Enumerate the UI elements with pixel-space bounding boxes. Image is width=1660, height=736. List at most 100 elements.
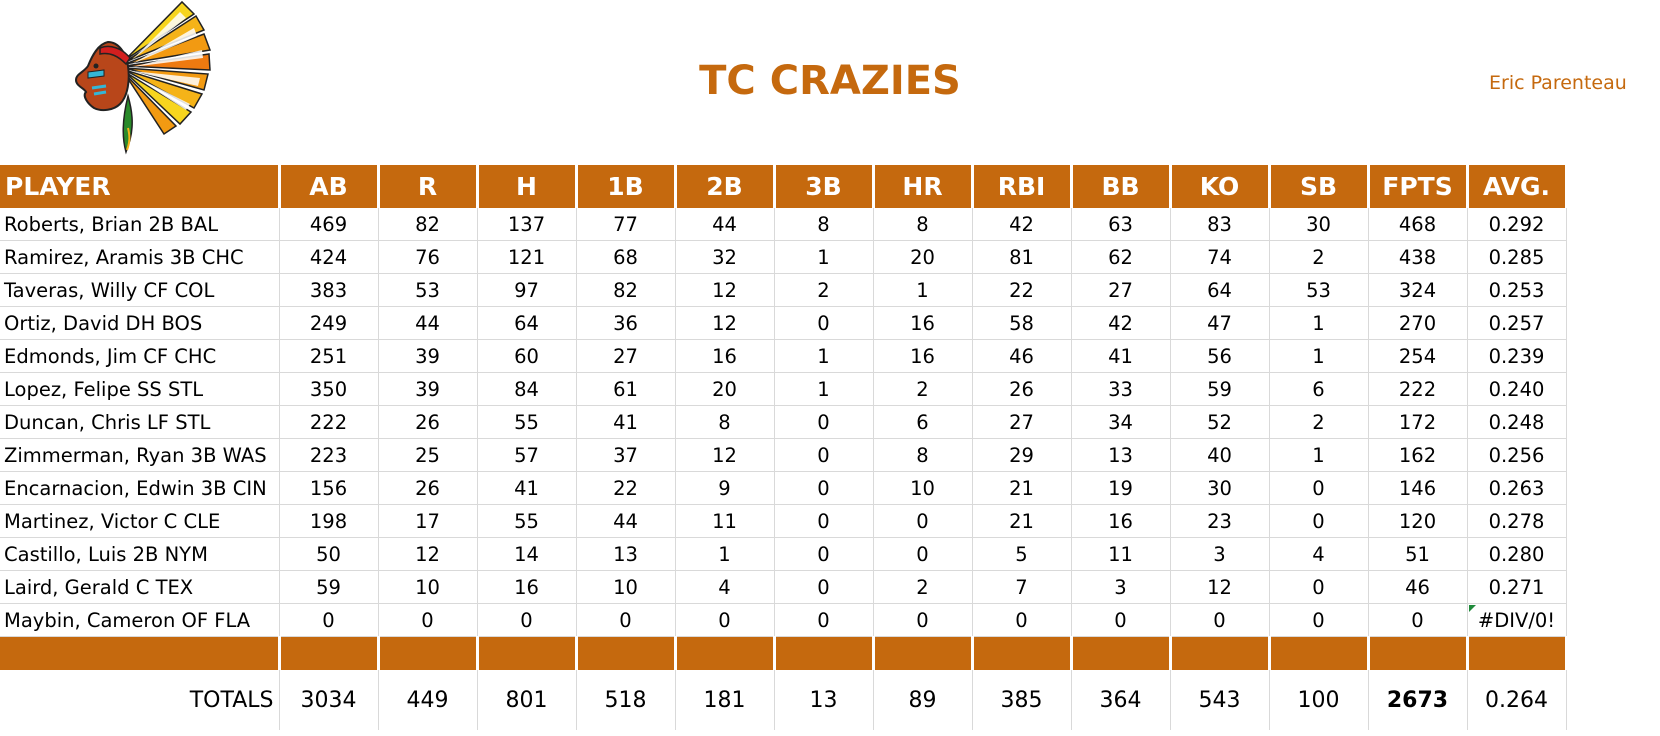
stat-cell-singles[interactable]: 36 — [576, 306, 676, 340]
stat-cell-doubles[interactable]: 8 — [675, 405, 775, 439]
stat-cell-r[interactable]: 26 — [378, 405, 478, 439]
total-cell-hr[interactable]: 89 — [873, 670, 973, 730]
player-name-cell[interactable]: Duncan, Chris LF STL — [0, 405, 280, 439]
stat-cell-rbi[interactable]: 58 — [972, 306, 1072, 340]
player-name-cell[interactable]: Taveras, Willy CF COL — [0, 273, 280, 307]
total-cell-h[interactable]: 801 — [477, 670, 577, 730]
stat-cell-fpts[interactable]: 51 — [1368, 537, 1468, 571]
stat-cell-hr[interactable]: 0 — [873, 603, 973, 637]
stat-cell-sb[interactable]: 0 — [1269, 504, 1369, 538]
stat-cell-avg[interactable]: 0.253 — [1467, 273, 1567, 307]
stat-cell-doubles[interactable]: 44 — [675, 208, 775, 241]
total-cell-sb[interactable]: 100 — [1269, 670, 1369, 730]
stat-cell-fpts[interactable]: 222 — [1368, 372, 1468, 406]
stat-cell-sb[interactable]: 1 — [1269, 339, 1369, 373]
stat-cell-avg[interactable]: 0.292 — [1467, 208, 1567, 241]
stat-cell-triples[interactable]: 0 — [774, 504, 874, 538]
stat-cell-triples[interactable]: 1 — [774, 339, 874, 373]
stat-cell-r[interactable]: 26 — [378, 471, 478, 505]
stat-cell-singles[interactable]: 22 — [576, 471, 676, 505]
stat-cell-rbi[interactable]: 26 — [972, 372, 1072, 406]
stat-cell-h[interactable]: 84 — [477, 372, 577, 406]
stat-cell-singles[interactable]: 41 — [576, 405, 676, 439]
total-cell-triples[interactable]: 13 — [774, 670, 874, 730]
stat-cell-r[interactable]: 82 — [378, 208, 478, 241]
stat-cell-bb[interactable]: 42 — [1071, 306, 1171, 340]
total-cell-fpts[interactable]: 2673 — [1368, 670, 1468, 730]
stat-cell-singles[interactable]: 10 — [576, 570, 676, 604]
stat-cell-hr[interactable]: 8 — [873, 208, 973, 241]
stat-cell-sb[interactable]: 0 — [1269, 570, 1369, 604]
stat-cell-ab[interactable]: 198 — [279, 504, 379, 538]
total-cell-ko[interactable]: 543 — [1170, 670, 1270, 730]
stat-cell-avg[interactable]: 0.271 — [1467, 570, 1567, 604]
stat-cell-triples[interactable]: 0 — [774, 570, 874, 604]
stat-cell-h[interactable]: 14 — [477, 537, 577, 571]
stat-cell-doubles[interactable]: 1 — [675, 537, 775, 571]
stat-cell-triples[interactable]: 0 — [774, 603, 874, 637]
stat-cell-r[interactable]: 76 — [378, 240, 478, 274]
stat-cell-sb[interactable]: 1 — [1269, 306, 1369, 340]
stat-cell-doubles[interactable]: 4 — [675, 570, 775, 604]
stat-cell-singles[interactable]: 0 — [576, 603, 676, 637]
total-cell-bb[interactable]: 364 — [1071, 670, 1171, 730]
stat-cell-bb[interactable]: 3 — [1071, 570, 1171, 604]
stat-cell-avg[interactable]: #DIV/0! — [1467, 603, 1567, 637]
stat-cell-hr[interactable]: 2 — [873, 570, 973, 604]
stat-cell-ko[interactable]: 40 — [1170, 438, 1270, 472]
stat-cell-h[interactable]: 137 — [477, 208, 577, 241]
stat-cell-rbi[interactable]: 81 — [972, 240, 1072, 274]
stat-cell-singles[interactable]: 68 — [576, 240, 676, 274]
player-name-cell[interactable]: Castillo, Luis 2B NYM — [0, 537, 280, 571]
stat-cell-ab[interactable]: 223 — [279, 438, 379, 472]
stat-cell-rbi[interactable]: 21 — [972, 504, 1072, 538]
stat-cell-ko[interactable]: 3 — [1170, 537, 1270, 571]
stat-cell-avg[interactable]: 0.278 — [1467, 504, 1567, 538]
stat-cell-bb[interactable]: 27 — [1071, 273, 1171, 307]
stat-cell-h[interactable]: 16 — [477, 570, 577, 604]
stat-cell-avg[interactable]: 0.240 — [1467, 372, 1567, 406]
stat-cell-hr[interactable]: 10 — [873, 471, 973, 505]
stat-cell-avg[interactable]: 0.285 — [1467, 240, 1567, 274]
stat-cell-ab[interactable]: 0 — [279, 603, 379, 637]
stat-cell-triples[interactable]: 2 — [774, 273, 874, 307]
stat-cell-h[interactable]: 57 — [477, 438, 577, 472]
stat-cell-hr[interactable]: 2 — [873, 372, 973, 406]
stat-cell-fpts[interactable]: 468 — [1368, 208, 1468, 241]
stat-cell-singles[interactable]: 37 — [576, 438, 676, 472]
stat-cell-fpts[interactable]: 46 — [1368, 570, 1468, 604]
stat-cell-rbi[interactable]: 42 — [972, 208, 1072, 241]
stat-cell-ko[interactable]: 23 — [1170, 504, 1270, 538]
total-cell-r[interactable]: 449 — [378, 670, 478, 730]
stat-cell-avg[interactable]: 0.256 — [1467, 438, 1567, 472]
stat-cell-bb[interactable]: 11 — [1071, 537, 1171, 571]
stat-cell-triples[interactable]: 0 — [774, 438, 874, 472]
stat-cell-doubles[interactable]: 11 — [675, 504, 775, 538]
stat-cell-rbi[interactable]: 29 — [972, 438, 1072, 472]
stat-cell-hr[interactable]: 8 — [873, 438, 973, 472]
stat-cell-h[interactable]: 0 — [477, 603, 577, 637]
stat-cell-r[interactable]: 44 — [378, 306, 478, 340]
stat-cell-ko[interactable]: 52 — [1170, 405, 1270, 439]
stat-cell-fpts[interactable]: 438 — [1368, 240, 1468, 274]
stat-cell-h[interactable]: 121 — [477, 240, 577, 274]
stat-cell-singles[interactable]: 77 — [576, 208, 676, 241]
stat-cell-r[interactable]: 0 — [378, 603, 478, 637]
stat-cell-h[interactable]: 60 — [477, 339, 577, 373]
stat-cell-sb[interactable]: 2 — [1269, 240, 1369, 274]
stat-cell-triples[interactable]: 8 — [774, 208, 874, 241]
stat-cell-hr[interactable]: 0 — [873, 504, 973, 538]
stat-cell-doubles[interactable]: 20 — [675, 372, 775, 406]
player-name-cell[interactable]: Edmonds, Jim CF CHC — [0, 339, 280, 373]
stat-cell-bb[interactable]: 62 — [1071, 240, 1171, 274]
total-cell-rbi[interactable]: 385 — [972, 670, 1072, 730]
stat-cell-sb[interactable]: 30 — [1269, 208, 1369, 241]
stat-cell-bb[interactable]: 19 — [1071, 471, 1171, 505]
stat-cell-singles[interactable]: 13 — [576, 537, 676, 571]
player-name-cell[interactable]: Encarnacion, Edwin 3B CIN — [0, 471, 280, 505]
player-name-cell[interactable]: Laird, Gerald C TEX — [0, 570, 280, 604]
stat-cell-ab[interactable]: 424 — [279, 240, 379, 274]
stat-cell-r[interactable]: 39 — [378, 339, 478, 373]
stat-cell-bb[interactable]: 33 — [1071, 372, 1171, 406]
stat-cell-ko[interactable]: 12 — [1170, 570, 1270, 604]
